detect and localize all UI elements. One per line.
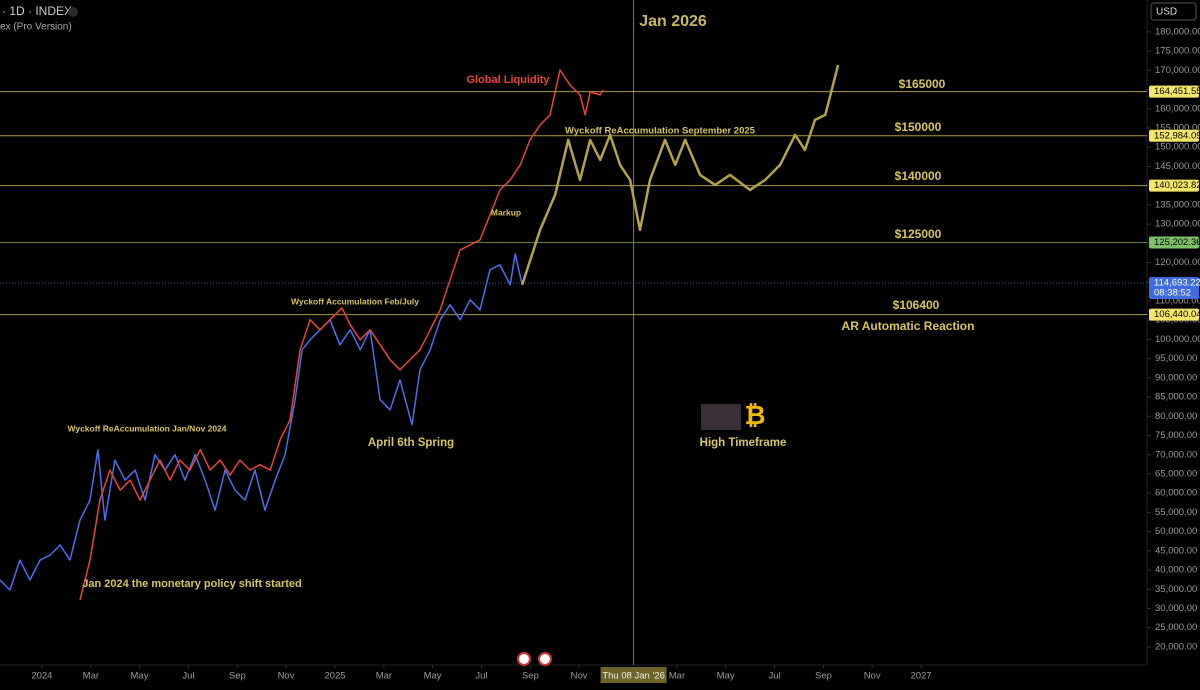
- annotation: Wyckoff ReAccumulation Jan/Nov 2024: [67, 423, 226, 433]
- price-label: 114,693.22: [1154, 277, 1200, 288]
- x-tick-label: Jul: [475, 671, 487, 682]
- price-label: 152,984.09: [1154, 130, 1200, 141]
- y-tick-label: 170,000.00: [1155, 65, 1200, 76]
- series-line: [0, 253, 523, 591]
- price-label: 164,451.55: [1154, 86, 1200, 97]
- subheader: ex (Pro Version): [0, 22, 72, 33]
- currency[interactable]: USD: [1156, 7, 1177, 18]
- y-tick-label: 150,000.00: [1155, 142, 1200, 153]
- y-tick-label: 180,000.00: [1155, 26, 1200, 37]
- x-tick-label: 2025: [324, 671, 345, 682]
- y-tick-label: 20,000.00: [1155, 641, 1197, 652]
- x-tick-label: Nov: [278, 671, 295, 682]
- event-icon[interactable]: [538, 652, 552, 666]
- y-tick-label: 45,000.00: [1155, 545, 1197, 556]
- logo: ₿: [744, 400, 765, 430]
- y-tick-label: 75,000.00: [1155, 430, 1197, 441]
- x-tick-label: Nov: [864, 671, 881, 682]
- annotation: Wyckoff ReAccumulation September 2025: [565, 126, 756, 137]
- crosshair-label: Thu 08 Jan '26: [602, 671, 665, 682]
- y-tick-label: 120,000.00: [1155, 257, 1200, 268]
- x-tick-label: 2027: [911, 671, 932, 682]
- y-tick-label: 175,000.00: [1155, 46, 1200, 57]
- x-tick-label: May: [424, 671, 442, 682]
- price-label: 106,440.04: [1154, 309, 1200, 320]
- annotation: Jan 2026: [639, 13, 707, 30]
- annotation: Markup: [491, 207, 521, 217]
- price-label: 125,202.36: [1154, 237, 1200, 248]
- annotation: $106400: [893, 298, 940, 312]
- y-tick-label: 110,000.00: [1155, 295, 1200, 306]
- series-name: Global Liquidity: [466, 74, 550, 86]
- y-tick-label: 60,000.00: [1155, 488, 1197, 499]
- y-tick-label: 50,000.00: [1155, 526, 1197, 537]
- x-tick-label: Mar: [376, 671, 392, 682]
- x-tick-label: 2024: [31, 671, 52, 682]
- annotation: $150000: [895, 120, 942, 134]
- price-label-box: [1149, 179, 1199, 192]
- x-tick-label: May: [717, 671, 735, 682]
- event-icon[interactable]: [517, 652, 531, 666]
- series-line: [521, 64, 840, 286]
- annotation: $165000: [899, 77, 946, 91]
- price-label-box: [1149, 236, 1199, 249]
- status-dot: [68, 7, 78, 17]
- price-label-box: [1149, 85, 1199, 98]
- y-tick-label: 65,000.00: [1155, 468, 1197, 479]
- annotation: $140000: [895, 169, 942, 183]
- y-tick-label: 155,000.00: [1155, 123, 1200, 134]
- y-tick-label: 130,000.00: [1155, 219, 1200, 230]
- price-label-box: [1149, 308, 1199, 321]
- y-tick-label: 145,000.00: [1155, 161, 1200, 172]
- x-tick-label: Mar: [83, 671, 99, 682]
- x-tick-label: Sep: [522, 671, 539, 682]
- x-tick-label: Jul: [182, 671, 194, 682]
- x-tick-label: Sep: [815, 671, 832, 682]
- annotation: AR Automatic Reaction: [842, 319, 975, 333]
- y-tick-label: 70,000.00: [1155, 449, 1197, 460]
- annotation: Jan 2024 the monetary policy shift start…: [82, 578, 301, 590]
- y-tick-label: 90,000.00: [1155, 372, 1197, 383]
- series-line: [79, 69, 604, 601]
- logo-box: [701, 404, 741, 430]
- y-tick-label: 25,000.00: [1155, 622, 1197, 633]
- y-tick-label: 30,000.00: [1155, 603, 1197, 614]
- header: · 1D · INDEX: [2, 4, 72, 18]
- x-tick-label: Nov: [571, 671, 588, 682]
- countdown: 08:38:52: [1154, 287, 1191, 298]
- y-tick-label: 35,000.00: [1155, 584, 1197, 595]
- annotation: April 6th Spring: [368, 437, 454, 449]
- annotation: Wyckoff Accumulation Feb/July: [291, 296, 419, 306]
- x-tick-label: Jul: [768, 671, 780, 682]
- crosshair-label-box: [600, 667, 667, 683]
- y-tick-label: 100,000.00: [1155, 334, 1200, 345]
- annotation: High Timeframe: [700, 437, 787, 449]
- x-tick-label: Sep: [229, 671, 246, 682]
- price-label-box: [1149, 276, 1199, 299]
- y-tick-label: 135,000.00: [1155, 199, 1200, 210]
- y-tick-label: 85,000.00: [1155, 392, 1197, 403]
- x-tick-label: Mar: [669, 671, 685, 682]
- y-tick-label: 95,000.00: [1155, 353, 1197, 364]
- y-tick-label: 40,000.00: [1155, 565, 1197, 576]
- annotation: $125000: [895, 227, 942, 241]
- x-tick-label: May: [131, 671, 149, 682]
- y-tick-label: 160,000.00: [1155, 103, 1200, 114]
- price-label-box: [1149, 129, 1199, 142]
- price-label: 140,023.82: [1154, 180, 1200, 191]
- y-tick-label: 80,000.00: [1155, 411, 1197, 422]
- currency-box[interactable]: [1150, 2, 1197, 21]
- y-tick-label: 55,000.00: [1155, 507, 1197, 518]
